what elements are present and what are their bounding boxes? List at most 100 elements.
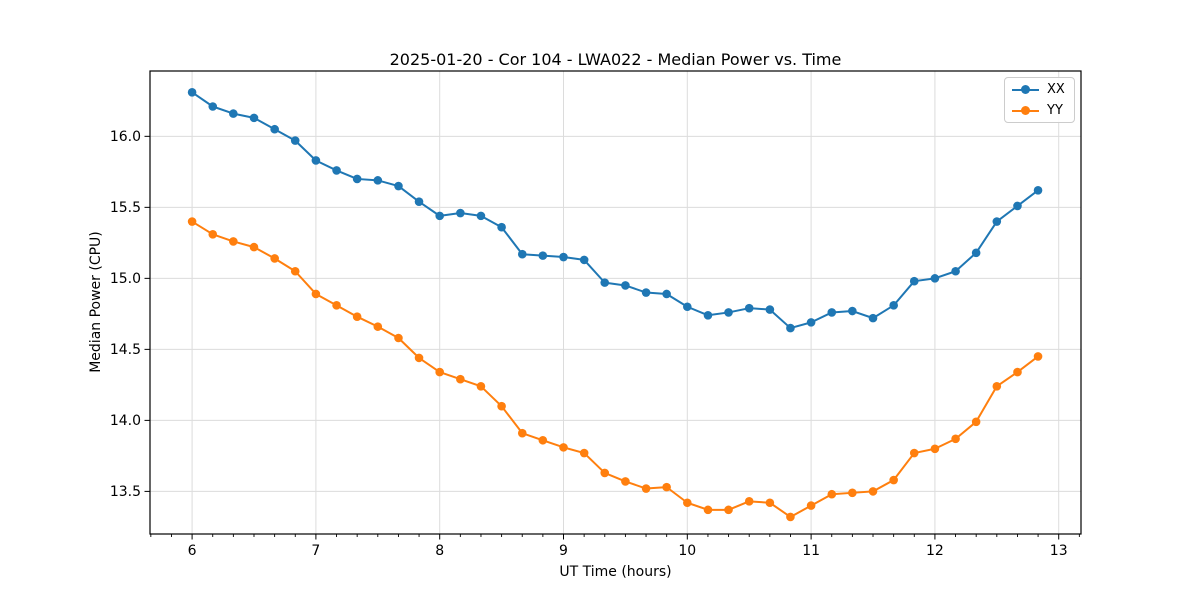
data-point-xx (311, 156, 321, 165)
x-tick-label: 9 (559, 543, 568, 559)
data-point-xx (1013, 201, 1022, 211)
data-point-yy (889, 475, 898, 485)
data-point-xx (476, 211, 486, 221)
x-tick-label: 10 (678, 543, 696, 559)
data-point-xx (930, 274, 940, 283)
data-point-yy (641, 484, 651, 493)
data-point-xx (414, 197, 424, 206)
data-point-yy (765, 498, 775, 508)
x-tick-label: 12 (926, 543, 944, 559)
data-point-yy (683, 498, 692, 508)
data-point-xx (621, 281, 630, 290)
data-point-xx (683, 302, 692, 312)
data-point-xx (187, 88, 197, 97)
data-point-xx (290, 136, 300, 145)
data-point-yy (848, 488, 857, 498)
data-point-yy (806, 501, 816, 510)
data-point-xx (806, 318, 816, 327)
data-point-xx (703, 310, 713, 320)
data-point-xx (332, 166, 341, 175)
data-point-xx (848, 306, 857, 316)
data-point-yy (600, 468, 610, 478)
data-point-yy (971, 417, 981, 427)
data-point-yy (538, 435, 548, 445)
data-point-xx (765, 305, 775, 314)
data-point-yy (373, 322, 383, 331)
series-line-yy (191, 220, 1039, 518)
data-point-xx (868, 313, 878, 323)
data-point-yy (311, 289, 321, 299)
data-point-xx (208, 102, 218, 111)
data-point-yy (332, 301, 341, 310)
data-point-yy (744, 497, 754, 506)
data-point-xx (662, 289, 671, 299)
chart-title: 2025-01-20 - Cor 104 - LWA022 - Median P… (389, 50, 842, 69)
data-point-xx (517, 249, 527, 259)
legend-line-marker-yy (1012, 106, 1039, 115)
data-point-yy (249, 242, 259, 252)
data-point-yy (559, 443, 568, 452)
x-tick-label: 11 (802, 543, 820, 559)
data-point-xx (579, 255, 589, 265)
data-point-yy (497, 401, 506, 411)
data-point-yy (352, 312, 362, 322)
plot-frame (149, 70, 1082, 535)
data-point-yy (909, 448, 919, 458)
legend-item-xx: XX (1012, 81, 1067, 99)
data-point-yy (414, 353, 424, 363)
data-point-yy (621, 477, 630, 486)
x-tick-label: 8 (435, 543, 444, 559)
data-point-yy (703, 505, 713, 515)
data-point-xx (786, 323, 795, 333)
data-point-yy (1033, 352, 1043, 361)
data-point-yy (662, 482, 671, 492)
data-point-xx (497, 222, 506, 232)
data-point-yy (187, 217, 197, 226)
data-point-xx (352, 174, 362, 184)
data-point-xx (229, 109, 238, 118)
legend-label-xx: XX (1047, 82, 1065, 97)
data-point-xx (373, 176, 383, 185)
legend-line-marker-xx (1012, 85, 1039, 94)
data-point-xx (827, 308, 837, 317)
data-point-xx (951, 266, 960, 276)
data-point-yy (868, 487, 878, 496)
x-tick-label: 6 (188, 543, 197, 559)
legend: XX YY (1004, 77, 1075, 123)
data-point-yy (208, 230, 218, 239)
data-point-xx (971, 248, 981, 258)
data-point-yy (394, 333, 403, 343)
data-point-yy (229, 237, 238, 246)
data-point-yy (476, 381, 486, 391)
data-point-xx (600, 278, 610, 287)
data-point-yy (517, 428, 527, 438)
data-point-xx (456, 208, 465, 218)
y-axis-label: Median Power (CPU) (88, 231, 104, 373)
y-tick-label: 16.0 (110, 129, 141, 145)
legend-item-yy: YY (1012, 102, 1067, 120)
x-tick-label: 7 (311, 543, 320, 559)
data-point-xx (538, 251, 548, 260)
data-point-yy (270, 254, 279, 263)
data-point-yy (724, 505, 733, 515)
data-point-xx (724, 308, 733, 317)
data-point-yy (930, 444, 940, 454)
legend-label-yy: YY (1047, 103, 1063, 118)
data-point-xx (249, 113, 259, 123)
data-point-yy (827, 489, 837, 499)
data-point-yy (1013, 367, 1022, 377)
data-point-yy (456, 374, 465, 384)
data-point-xx (909, 276, 919, 286)
x-tick-label: 13 (1050, 543, 1068, 559)
data-point-yy (579, 448, 589, 458)
data-point-xx (992, 217, 1002, 226)
data-point-xx (394, 181, 403, 191)
data-point-yy (786, 512, 795, 522)
y-tick-label: 13.5 (110, 484, 141, 500)
x-axis-label: UT Time (hours) (559, 564, 672, 580)
data-point-xx (559, 252, 568, 262)
data-point-xx (270, 124, 279, 134)
data-point-xx (889, 301, 898, 310)
data-point-xx (1033, 186, 1043, 195)
data-point-yy (290, 266, 300, 276)
